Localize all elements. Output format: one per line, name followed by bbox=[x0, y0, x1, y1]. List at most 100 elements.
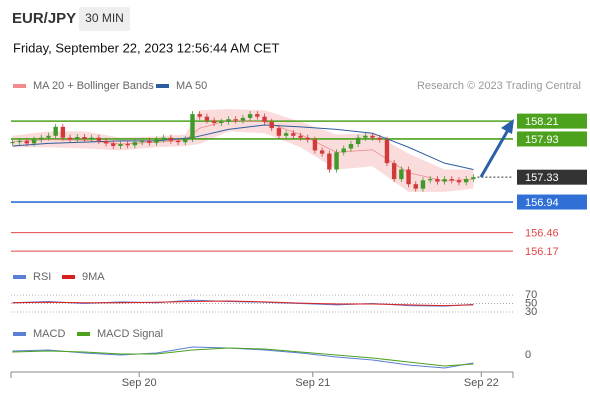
candle-body bbox=[341, 148, 346, 153]
level-label: 157.33 bbox=[525, 172, 559, 184]
y-tick-label: 0 bbox=[525, 349, 531, 361]
candle-body bbox=[298, 135, 303, 138]
candle-body bbox=[471, 177, 476, 180]
candle-body bbox=[420, 180, 426, 189]
candle-body bbox=[255, 114, 260, 117]
legend-swatch bbox=[13, 84, 26, 88]
candle-body bbox=[39, 137, 44, 140]
candle-body bbox=[118, 144, 123, 146]
candle-body bbox=[24, 140, 30, 144]
candle-body bbox=[319, 150, 325, 154]
level-label: 157.93 bbox=[525, 134, 559, 146]
candle-body bbox=[60, 126, 66, 138]
candle-body bbox=[269, 121, 274, 129]
candle-body bbox=[370, 135, 375, 138]
candle-body bbox=[442, 179, 447, 182]
forecast-arrow bbox=[479, 119, 514, 178]
candle-body bbox=[348, 144, 354, 149]
level-box bbox=[517, 131, 587, 147]
candle-body bbox=[204, 116, 210, 121]
line-series bbox=[12, 300, 474, 307]
candle-body bbox=[197, 114, 202, 117]
candle-body bbox=[46, 135, 51, 138]
candle-body bbox=[139, 140, 145, 143]
candle-body bbox=[262, 116, 267, 122]
candle-body bbox=[384, 139, 390, 164]
level-box bbox=[517, 113, 587, 129]
candle-body bbox=[334, 152, 339, 170]
candle-body bbox=[233, 119, 238, 121]
candle-body bbox=[82, 137, 87, 139]
level-label: 156.46 bbox=[525, 228, 559, 240]
candle-body bbox=[327, 153, 332, 170]
candle-body bbox=[377, 137, 382, 140]
level-box bbox=[517, 194, 587, 210]
candle-body bbox=[183, 138, 188, 143]
legend-label: MACD Signal bbox=[97, 328, 163, 340]
candle-body bbox=[161, 137, 166, 140]
bollinger-band bbox=[12, 109, 474, 192]
candle-body bbox=[125, 144, 130, 146]
candle-body bbox=[75, 137, 80, 140]
candle-body bbox=[449, 179, 454, 181]
candle-body bbox=[190, 114, 195, 139]
candle-body bbox=[406, 169, 411, 185]
legend-swatch bbox=[62, 275, 75, 279]
interval: 30 MIN bbox=[85, 11, 124, 25]
candle-body bbox=[363, 135, 368, 138]
x-tick-label: Sep 20 bbox=[122, 377, 157, 389]
candle-body bbox=[283, 133, 289, 136]
candle-body bbox=[111, 143, 116, 146]
candle-body bbox=[168, 137, 174, 141]
timestamp: Friday, September 22, 2023 12:56:44 AM C… bbox=[13, 40, 279, 55]
candle-body bbox=[305, 137, 310, 140]
candle-body bbox=[291, 133, 296, 136]
legend-swatch bbox=[13, 275, 26, 279]
candle-body bbox=[154, 139, 159, 143]
legend-label: MACD bbox=[33, 328, 65, 340]
legend-label: 9MA bbox=[82, 271, 105, 283]
candle-body bbox=[103, 140, 109, 144]
x-tick-label: Sep 22 bbox=[464, 377, 499, 389]
line-series bbox=[12, 347, 474, 367]
level-label: 156.17 bbox=[525, 246, 559, 258]
legend-label: RSI bbox=[33, 271, 51, 283]
candle-body bbox=[456, 180, 462, 183]
line-series bbox=[12, 124, 474, 171]
legend-swatch bbox=[156, 84, 169, 88]
candle-body bbox=[67, 137, 73, 140]
y-tick-label: 30 bbox=[525, 306, 537, 318]
candle-body bbox=[219, 121, 224, 124]
candle-body bbox=[226, 119, 231, 122]
candle-body bbox=[132, 142, 138, 146]
candle-body bbox=[240, 117, 246, 121]
candle-body bbox=[89, 137, 94, 139]
candle-body bbox=[463, 179, 469, 183]
candle-body bbox=[10, 142, 15, 144]
candle-body bbox=[31, 139, 37, 144]
candle-body bbox=[355, 137, 361, 145]
candle-body bbox=[53, 126, 58, 136]
candle-body bbox=[391, 163, 397, 180]
legend-label: MA 20 + Bollinger Bands bbox=[33, 80, 154, 92]
candle-body bbox=[147, 140, 152, 143]
symbol: EUR/JPY bbox=[12, 10, 76, 27]
candle-body bbox=[175, 140, 181, 143]
x-tick-label: Sep 21 bbox=[295, 377, 330, 389]
y-tick-label: 50 bbox=[525, 297, 537, 309]
candle-body bbox=[427, 179, 433, 181]
interval-box bbox=[79, 7, 130, 31]
candle-body bbox=[435, 179, 440, 182]
candle-body bbox=[247, 114, 253, 118]
candle-body bbox=[96, 137, 102, 141]
legend-swatch bbox=[13, 332, 26, 336]
candle-body bbox=[17, 140, 22, 143]
legend-label: MA 50 bbox=[176, 80, 207, 92]
legend-swatch bbox=[77, 332, 90, 336]
candle-body bbox=[312, 139, 318, 151]
candle-body bbox=[211, 120, 217, 124]
y-tick-label: 70 bbox=[525, 289, 537, 301]
level-box bbox=[517, 169, 587, 185]
source: Research © 2023 Trading Central bbox=[417, 80, 581, 92]
